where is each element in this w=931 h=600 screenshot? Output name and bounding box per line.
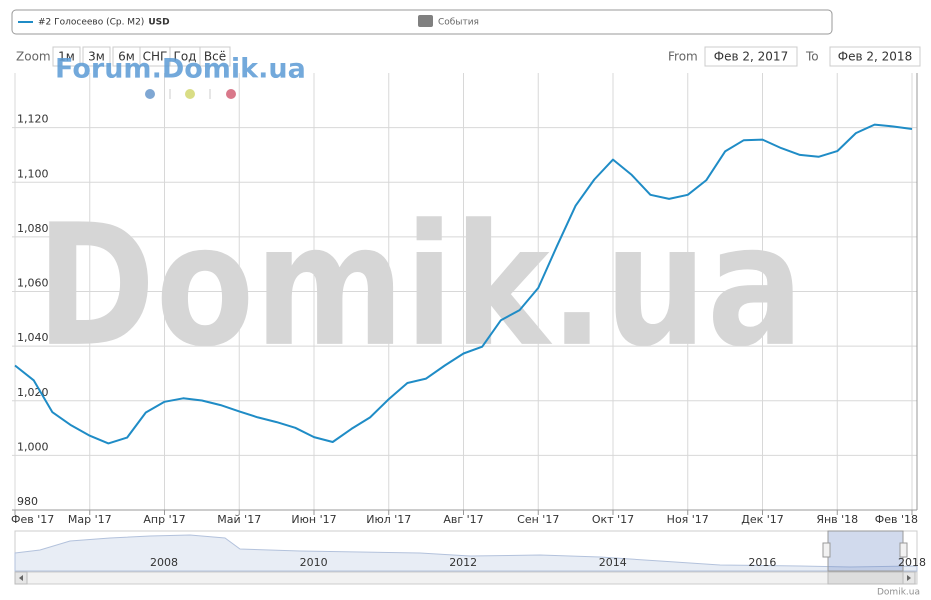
zoom-button-label[interactable]: 6м bbox=[118, 50, 135, 64]
zoom-buttons: 1м 3м 6м СНГ Год Всё bbox=[52, 46, 231, 67]
watermark: Forum.Domik.ua bbox=[55, 54, 306, 85]
zoom-button-label[interactable]: Год bbox=[174, 50, 197, 64]
arrow bbox=[19, 575, 23, 581]
navigator-labels: 2008 2010 2012 2014 2016 2018 bbox=[150, 556, 926, 569]
dot bbox=[185, 89, 195, 99]
legend-label[interactable]: События bbox=[438, 18, 479, 28]
navigator-handle[interactable] bbox=[899, 542, 908, 558]
range-input[interactable] bbox=[829, 46, 921, 67]
dot bbox=[226, 89, 236, 99]
x-tick-label: Июн '17 bbox=[291, 513, 336, 526]
legend-unit: USD bbox=[148, 18, 169, 28]
x-tick-label: Ноя '17 bbox=[667, 513, 709, 526]
y-tick-label: 1,080 bbox=[17, 222, 49, 235]
scrollbar[interactable] bbox=[14, 571, 918, 585]
navigator-label: 2014 bbox=[599, 556, 627, 569]
dot bbox=[145, 89, 155, 99]
zoom-label: Zoom bbox=[16, 50, 51, 64]
y-tick-label: 1,040 bbox=[17, 331, 49, 344]
navigator-label: 2008 bbox=[150, 556, 178, 569]
range-value[interactable]: Фев 2, 2017 bbox=[714, 50, 788, 64]
zoom-button[interactable] bbox=[199, 46, 231, 67]
x-tick-label: Янв '18 bbox=[816, 513, 858, 526]
scrollbar-thumb[interactable] bbox=[827, 571, 904, 585]
x-tick-label: Июл '17 bbox=[366, 513, 411, 526]
watermark: Domik.ua bbox=[36, 188, 804, 384]
navigator-label: 2016 bbox=[748, 556, 776, 569]
zoom-button-label[interactable]: СНГ bbox=[143, 50, 168, 64]
y-tick-label: 1,120 bbox=[17, 113, 49, 126]
x-tick-label: Авг '17 bbox=[443, 513, 483, 526]
grid: 980 1,000 1,020 1,040 1,060 1,080 1,100 1,120 Фе… bbox=[11, 73, 918, 526]
x-tick-label: Дек '17 bbox=[741, 513, 784, 526]
x-tick-label: Сен '17 bbox=[517, 513, 559, 526]
zoom-button[interactable] bbox=[52, 46, 81, 67]
zoom-button-label[interactable]: 3м bbox=[88, 50, 105, 64]
series-line bbox=[14, 123, 913, 445]
range-label: From bbox=[668, 50, 698, 64]
x-tick-label: Апр '17 bbox=[143, 513, 185, 526]
arrow bbox=[907, 575, 911, 581]
y-tick-label: 1,060 bbox=[17, 277, 49, 290]
x-tick-label: Фев '17 bbox=[11, 513, 54, 526]
credits: Domik.ua bbox=[877, 588, 920, 598]
y-tick-label: 1,100 bbox=[17, 167, 49, 180]
navigator-label: 2012 bbox=[449, 556, 477, 569]
navigator-selection[interactable] bbox=[827, 530, 904, 572]
range-value[interactable]: Фев 2, 2018 bbox=[838, 50, 912, 64]
x-tick-label: Окт '17 bbox=[592, 513, 634, 526]
navigator-handle[interactable] bbox=[822, 542, 831, 558]
legend-symbol bbox=[418, 15, 433, 27]
x-tick-label: Мар '17 bbox=[68, 513, 112, 526]
navigator-label: 2018 bbox=[898, 556, 926, 569]
x-tick-label: Фев '18 bbox=[875, 513, 918, 526]
zoom-button-label[interactable]: 1м bbox=[58, 50, 75, 64]
navigator-label: 2010 bbox=[300, 556, 328, 569]
y-tick-label: 980 bbox=[17, 495, 38, 508]
y-tick-label: 1,000 bbox=[17, 440, 49, 453]
x-tick-label: Май '17 bbox=[217, 513, 261, 526]
range-input[interactable] bbox=[704, 46, 798, 67]
legend-label[interactable]: #2 Голосеево (Ср. M2) bbox=[38, 18, 144, 28]
zoom-button[interactable] bbox=[82, 46, 111, 67]
plot bbox=[14, 123, 913, 445]
y-tick-label: 1,020 bbox=[17, 386, 49, 399]
navigator-area bbox=[14, 534, 918, 572]
zoom-button-label[interactable]: Всё bbox=[204, 50, 226, 64]
range-label: To bbox=[805, 50, 819, 64]
